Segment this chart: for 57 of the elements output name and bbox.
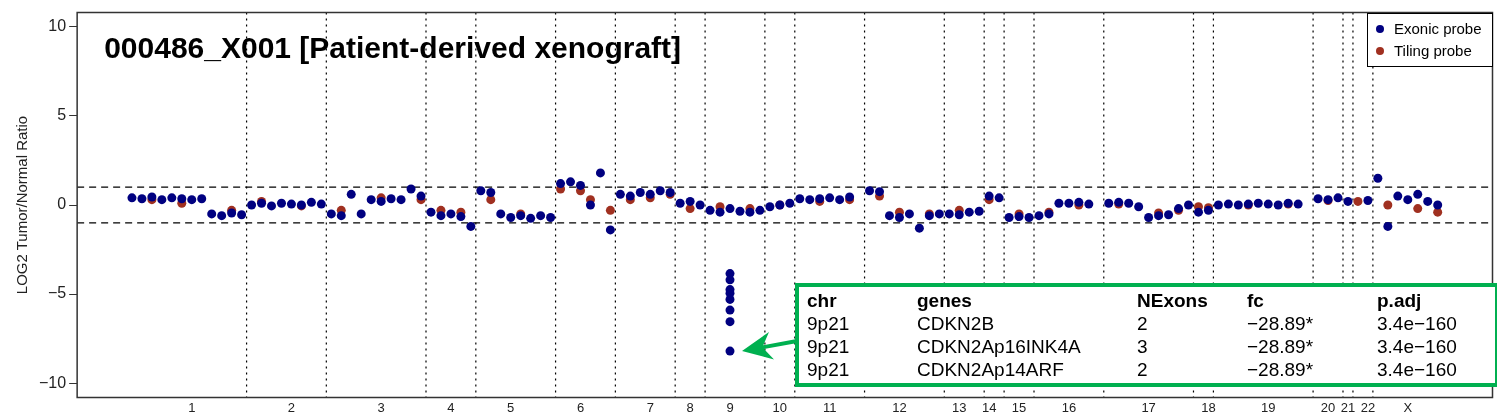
x-tick-label: 13 (952, 399, 967, 415)
x-tick-label: 14 (981, 399, 997, 415)
x-tick-label: 3 (377, 399, 385, 415)
x-tick-label: X (1403, 399, 1413, 415)
x-tick-label: 9 (726, 399, 734, 415)
annotation: 3.4e−160 (1377, 312, 1458, 335)
point (605, 205, 615, 215)
y-tick-label: 10 (48, 17, 67, 35)
annotation: 3.4e−160 (1377, 358, 1458, 381)
x-tick-label: 21 (1340, 399, 1356, 415)
text: 000486_X001 [Patient-derived xenograft] (104, 30, 682, 65)
y-tick-label: −5 (47, 284, 67, 302)
annotation: 9p21 (807, 312, 851, 335)
x-tick-label: 11 (822, 399, 837, 415)
point (1353, 196, 1363, 206)
point (1433, 207, 1443, 217)
x-tick-label: 10 (772, 399, 788, 415)
x-tick-label: 16 (1061, 399, 1077, 415)
annotation: CDKN2Ap16INK4A (917, 335, 1082, 358)
annotation: chr (807, 289, 838, 312)
annotation: 3 (1137, 335, 1149, 358)
annotation: 2 (1137, 358, 1149, 381)
annotation: NExons (1137, 289, 1209, 312)
annotation: 9p21 (807, 335, 851, 358)
x-tick-label: 1 (188, 399, 196, 415)
annotation: CDKN2Ap14ARF (917, 358, 1065, 381)
annotation: 9p21 (807, 358, 851, 381)
x-tick-label: 22 (1360, 399, 1376, 415)
point (1383, 200, 1393, 210)
annotation: −28.89* (1247, 312, 1315, 335)
x-tick-label: 18 (1201, 399, 1216, 415)
x-tick-label: 7 (646, 399, 654, 415)
annotation: −28.89* (1247, 335, 1315, 358)
y-tick-label: 5 (57, 106, 67, 124)
annotation: p.adj (1377, 289, 1423, 312)
annotation: −28.89* (1247, 358, 1315, 381)
annotation: CDKN2B (917, 312, 996, 335)
annotation: fc (1247, 289, 1265, 312)
legend-label: Tiling probe (1393, 40, 1472, 61)
y-axis-title: LOG2 Tumor/Normal Ratio (13, 115, 31, 295)
x-tick-label: 2 (287, 399, 296, 415)
x-tick-label: 20 (1320, 399, 1336, 415)
x-tick-label: 6 (576, 399, 585, 415)
annotation: 3.4e−160 (1377, 335, 1458, 358)
point (1413, 204, 1423, 214)
x-tick-label: 12 (892, 399, 907, 415)
x-tick-label: 4 (447, 399, 455, 415)
annotation: genes (917, 289, 973, 312)
y-tick-label: 0 (57, 195, 67, 213)
x-tick-label: 17 (1141, 399, 1156, 415)
legend-label: Exonic probe (1393, 18, 1482, 39)
x-tick-label: 8 (686, 399, 694, 415)
x-tick-label: 19 (1261, 399, 1276, 415)
x-tick-label: 5 (507, 399, 515, 415)
x-tick-label: 15 (1011, 399, 1027, 415)
y-tick-label: −10 (39, 373, 67, 391)
annotation: 2 (1137, 312, 1149, 335)
